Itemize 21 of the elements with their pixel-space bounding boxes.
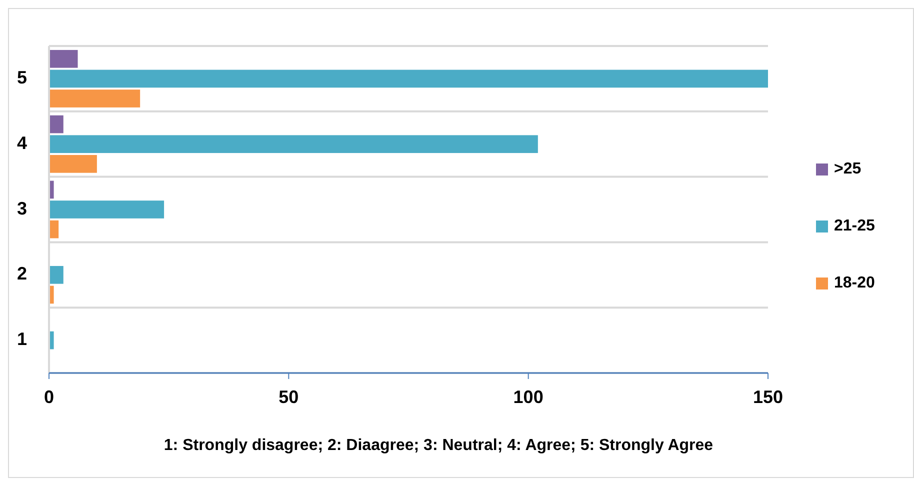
bar: [49, 90, 140, 108]
bar: [49, 155, 97, 173]
bar: [49, 135, 538, 154]
y-tick-label: 3: [16, 198, 27, 218]
y-tick-label: 4: [16, 132, 27, 153]
bar: [49, 115, 64, 134]
bar: [49, 200, 164, 218]
bar: [49, 266, 64, 284]
y-tick-label: 1: [16, 329, 27, 350]
y-tick-label: 5: [16, 67, 27, 88]
legend-label: >25: [834, 160, 862, 178]
bar: [49, 50, 78, 68]
bar: [49, 70, 768, 88]
x-tick-label: 0: [44, 387, 54, 407]
legend-label: 18-20: [834, 274, 876, 292]
x-tick-label: 100: [513, 387, 544, 407]
x-tick-label: 50: [278, 387, 299, 407]
x-tick-label: 150: [752, 387, 784, 407]
x-axis-title: 1: Strongly disagree; 2: Diaagree; 3: Neutral; 4: Agree; 5: Strongly Agree: [164, 437, 714, 454]
y-tick-label: 2: [16, 264, 27, 284]
legend-label: 21-25: [834, 218, 876, 235]
